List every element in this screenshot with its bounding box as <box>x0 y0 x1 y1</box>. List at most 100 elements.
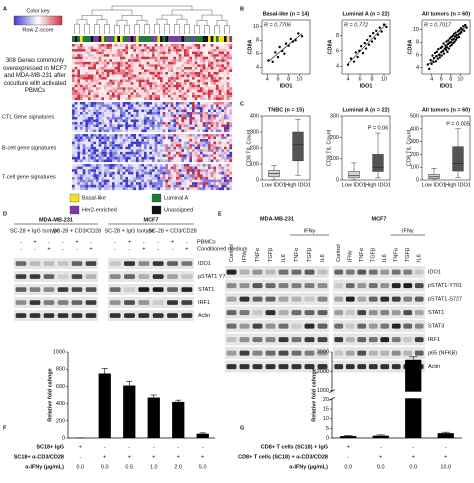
y-tick-label: 4 <box>256 65 259 71</box>
heatmap-cell <box>186 136 190 140</box>
heatmap-cell <box>173 97 177 101</box>
heatmap-cell <box>181 151 185 155</box>
blot-band <box>57 261 69 266</box>
heatmap-cell <box>136 136 139 140</box>
heatmap-cell <box>136 156 139 160</box>
heatmap-cell <box>122 74 126 78</box>
heatmap-cell <box>194 114 198 118</box>
heatmap-cell <box>213 127 217 130</box>
heatmap-cell <box>125 77 129 80</box>
heatmap-cell <box>141 169 145 172</box>
heatmap-cell <box>117 114 121 118</box>
heatmap-cell <box>93 171 97 175</box>
heatmap-cell <box>133 164 137 167</box>
box <box>452 146 464 172</box>
heatmap-cell <box>136 119 139 123</box>
heatmap-cell <box>229 159 233 163</box>
heatmap-cell <box>96 107 99 110</box>
heatmap-cell <box>114 154 118 158</box>
heatmap-cell <box>104 51 107 55</box>
heatmap-cell <box>72 159 75 163</box>
heatmap-cell <box>96 87 99 90</box>
heatmap-cell <box>157 72 161 75</box>
heatmap-cell <box>210 171 214 175</box>
heatmap-cell <box>82 49 86 52</box>
heatmap-cell <box>170 77 174 80</box>
subtype-annotation <box>189 36 193 42</box>
blot-band <box>15 300 27 305</box>
subtype-annotation <box>152 36 155 42</box>
lane-sign: - <box>114 239 116 245</box>
heatmap-cell <box>216 166 219 170</box>
heatmap-cell <box>154 104 158 108</box>
heatmap-cell <box>98 92 102 96</box>
heatmap-cell <box>133 182 137 185</box>
heatmap-cell <box>133 117 137 120</box>
heatmap-cell <box>189 146 193 150</box>
heatmap-cell <box>213 134 217 137</box>
heatmap-cell <box>186 59 190 62</box>
heatmap-cell <box>104 74 107 78</box>
blot-strip <box>225 293 329 305</box>
heatmap-cell <box>184 79 187 83</box>
y-axis-label: Relative fold cahnge <box>311 368 317 422</box>
treatment-cell: + <box>444 454 447 460</box>
heatmap-cell <box>133 177 137 180</box>
blot-band <box>124 274 135 279</box>
heatmap-cell <box>154 146 158 150</box>
heatmap-cell <box>82 146 86 150</box>
heatmap-cell <box>176 102 179 105</box>
heatmap-cell <box>229 79 233 83</box>
heatmap-cell <box>184 92 187 96</box>
blot-band <box>345 310 355 316</box>
heatmap-cell <box>80 79 83 83</box>
heatmap-cell <box>88 164 91 167</box>
x-tick-label: 4 <box>430 76 433 82</box>
blot-band <box>29 261 41 266</box>
heatmap-cell <box>106 112 110 115</box>
heatmap-cell <box>208 159 211 163</box>
heatmap-cell <box>133 129 137 133</box>
heatmap-cell <box>194 182 198 185</box>
lane-label: IFNγ <box>242 250 248 262</box>
heatmap-cell <box>101 184 105 188</box>
heatmap-cell <box>82 44 86 47</box>
heatmap-cell <box>128 109 131 113</box>
heatmap-cell <box>85 92 89 96</box>
heatmap-cell <box>101 56 105 60</box>
heatmap-cell <box>170 134 174 137</box>
heatmap-cell <box>82 51 86 55</box>
heatmap-cell <box>88 94 91 98</box>
blot-band <box>380 296 390 302</box>
heatmap-cell <box>101 141 105 145</box>
heatmap-cell <box>122 177 126 180</box>
heatmap-cell <box>125 119 129 123</box>
heatmap-cell <box>104 144 107 147</box>
heatmap-cell <box>80 102 83 105</box>
heatmap-cell <box>136 159 139 163</box>
heatmap-cell <box>128 66 131 70</box>
heatmap-cell <box>213 144 217 147</box>
bar <box>340 436 357 438</box>
heatmap-cell <box>189 61 193 65</box>
heatmap-cell <box>74 51 78 55</box>
heatmap-cell <box>176 174 179 178</box>
heatmap-cell <box>170 119 174 123</box>
heatmap-cell <box>104 174 107 178</box>
heatmap-cell <box>122 49 126 52</box>
heatmap-cell <box>138 164 142 167</box>
subtype-annotation <box>200 36 203 42</box>
heatmap-cell <box>74 44 78 47</box>
heatmap-cell <box>221 54 225 57</box>
heatmap-cell <box>210 154 214 158</box>
heatmap-cell <box>213 59 217 62</box>
heatmap-cell <box>114 79 118 83</box>
heatmap-cell <box>189 119 193 123</box>
blot-band <box>380 337 390 343</box>
heatmap-cell <box>117 64 121 68</box>
heatmap-cell <box>85 177 89 180</box>
heatmap-cell <box>176 154 179 158</box>
heatmap-cell <box>93 182 97 185</box>
heatmap-cell <box>101 49 105 52</box>
heatmap-cell <box>226 136 230 140</box>
